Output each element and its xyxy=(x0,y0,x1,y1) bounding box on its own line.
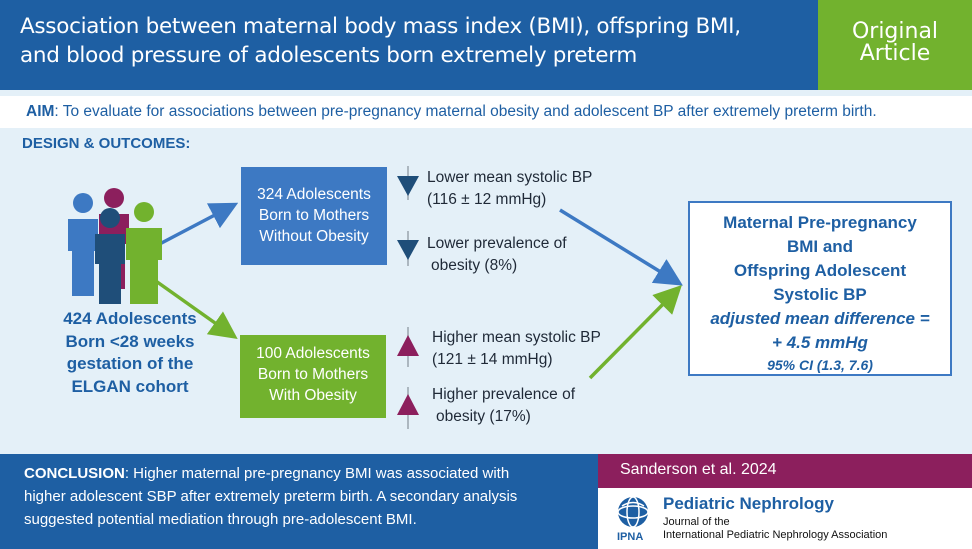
ipna-globe-icon xyxy=(617,496,649,528)
result-line-6: + 4.5 mmHg xyxy=(772,333,868,352)
cohort-label: 424 Adolescents Born <28 weeks gestation… xyxy=(50,308,210,398)
group-without-obesity-box: 324 Adolescents Born to Mothers Without … xyxy=(241,167,387,265)
ipna-logo-text: IPNA xyxy=(617,531,644,543)
result-line-5: adjusted mean difference = xyxy=(710,309,930,328)
with-sbp-line-2: (121 ± 14 mmHg) xyxy=(432,351,553,368)
group-without-line-2: Born to Mothers xyxy=(258,207,370,224)
arrow-to-result-from-with xyxy=(588,285,682,380)
design-suffix: : xyxy=(185,135,191,152)
badge-line-1: Original xyxy=(851,19,939,44)
title-line-2: and blood pressure of adolescents born e… xyxy=(20,43,637,68)
design-heading: DESIGN & OUTCOMES: xyxy=(22,135,190,152)
aim-bar: AIM: To evaluate for associations betwee… xyxy=(0,96,972,128)
arrow-to-without-obesity xyxy=(151,202,239,250)
result-line-4: Systolic BP xyxy=(773,285,867,304)
group-without-line-1: 324 Adolescents xyxy=(257,186,371,203)
header-banner: Association between maternal body mass i… xyxy=(0,0,818,90)
journal-panel xyxy=(598,488,972,549)
arrow-to-with-obesity xyxy=(151,277,238,340)
down-triangle-icon xyxy=(397,166,419,200)
title-line-1: Association between maternal body mass i… xyxy=(20,14,741,39)
cohort-line-3: gestation of the xyxy=(66,354,194,373)
without-obesity-line-2: obesity (8%) xyxy=(431,257,518,274)
journal-name: Pediatric Nephrology xyxy=(663,494,834,513)
conclusion-bar: CONCLUSION: Higher maternal pre-pregnanc… xyxy=(0,454,598,549)
without-outcome-obesity: Lower prevalence of obesity (8%) xyxy=(427,233,567,277)
with-outcome-obesity: Higher prevalence of obesity (17%) xyxy=(432,384,575,428)
result-confidence-interval: 95% CI (1.3, 7.6) xyxy=(767,357,873,373)
group-with-line-2: Born to Mothers xyxy=(257,366,369,383)
up-triangle-icon xyxy=(397,327,419,367)
with-obesity-line-2: obesity (17%) xyxy=(436,408,531,425)
journal-subtitle-1: Journal of the xyxy=(663,516,730,528)
people-group-icon xyxy=(68,188,162,304)
conclusion-line-1: : Higher maternal pre-pregnancy BMI was … xyxy=(124,465,510,482)
without-obesity-line-1: Lower prevalence of xyxy=(427,235,567,252)
down-triangle-icon xyxy=(397,231,419,266)
cohort-line-4: ELGAN cohort xyxy=(71,376,189,396)
result-box: Maternal Pre-pregnancy BMI and Offspring… xyxy=(688,201,952,376)
aim-text: : To evaluate for associations between p… xyxy=(54,103,877,120)
result-line-1: Maternal Pre-pregnancy xyxy=(723,213,917,232)
without-sbp-line-1: Lower mean systolic BP xyxy=(427,169,593,186)
badge-line-2: Article xyxy=(859,41,931,66)
design-label: DESIGN & OUTCOMES xyxy=(22,135,186,152)
group-without-line-3: Without Obesity xyxy=(259,228,369,245)
conclusion-line-3: suggested potential mediation through pr… xyxy=(24,511,417,528)
without-sbp-line-2: (116 ± 12 mmHg) xyxy=(427,191,547,208)
group-with-line-1: 100 Adolescents xyxy=(256,345,370,362)
conclusion-label: CONCLUSION xyxy=(24,465,125,482)
conclusion-line-2: higher adolescent SBP after extremely pr… xyxy=(24,488,518,505)
aim-label: AIM xyxy=(26,103,55,120)
with-sbp-line-1: Higher mean systolic BP xyxy=(432,329,601,346)
cohort-line-1: 424 Adolescents xyxy=(63,309,197,328)
with-outcome-sbp: Higher mean systolic BP (121 ± 14 mmHg) xyxy=(432,327,601,371)
group-with-line-3: With Obesity xyxy=(269,387,357,404)
without-outcome-sbp: Lower mean systolic BP (116 ± 12 mmHg) xyxy=(427,167,592,211)
citation-bar: Sanderson et al. 2024 xyxy=(598,454,972,488)
cohort-line-2: Born <28 weeks xyxy=(65,331,195,351)
result-line-2: BMI and xyxy=(786,237,854,256)
up-triangle-icon xyxy=(397,387,419,429)
group-with-obesity-box: 100 Adolescents Born to Mothers With Obe… xyxy=(240,335,386,418)
with-obesity-line-1: Higher prevalence of xyxy=(432,386,576,403)
journal-subtitle-2: International Pediatric Nephrology Assoc… xyxy=(663,529,888,541)
arrow-to-result-from-without xyxy=(559,208,683,286)
result-line-3: Offspring Adolescent xyxy=(733,261,907,280)
article-type-badge: Original Article xyxy=(818,0,972,90)
